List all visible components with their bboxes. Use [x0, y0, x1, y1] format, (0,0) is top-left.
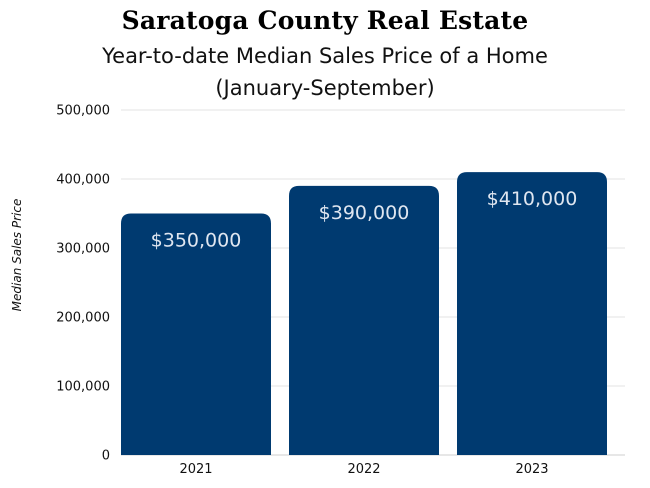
bar-2023 — [457, 172, 607, 455]
chart-subtitle-line1: Year-to-date Median Sales Price of a Hom… — [102, 44, 548, 68]
bar-2022 — [289, 185, 439, 455]
y-tick-label: 100,000 — [56, 380, 110, 395]
x-axis: 2021 2022 2023 — [179, 462, 548, 477]
chart-subtitle-line2: (January-September) — [215, 76, 435, 100]
bar-data-label: $350,000 — [151, 230, 242, 252]
y-axis: 0 100,000 200,000 300,000 400,000 500,000 — [56, 104, 110, 464]
bars: $350,000 $390,000 $410,000 — [121, 172, 607, 455]
y-tick-label: 400,000 — [56, 173, 110, 188]
chart-title: Saratoga County Real Estate — [121, 6, 529, 35]
y-tick-label: 300,000 — [56, 242, 110, 257]
bar-data-label: $390,000 — [319, 202, 410, 224]
y-tick-label: 500,000 — [56, 104, 110, 119]
bar-2021 — [121, 213, 271, 455]
y-tick-label: 0 — [102, 449, 110, 464]
x-tick-label: 2023 — [515, 462, 548, 477]
x-tick-label: 2021 — [179, 462, 212, 477]
bar-data-label: $410,000 — [487, 188, 578, 210]
y-tick-label: 200,000 — [56, 311, 110, 326]
x-tick-label: 2022 — [347, 462, 380, 477]
y-axis-label: Median Sales Price — [10, 199, 24, 312]
